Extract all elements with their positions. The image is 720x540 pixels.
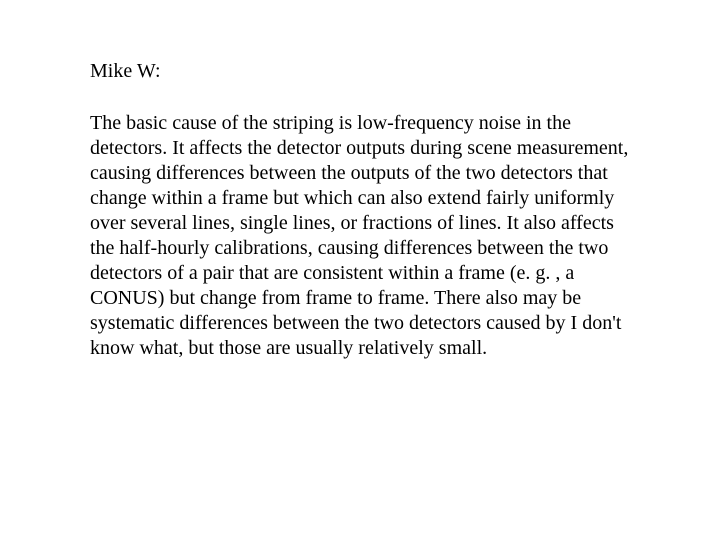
body-paragraph: The basic cause of the striping is low-f…	[90, 111, 630, 361]
greeting-line: Mike W:	[90, 60, 630, 83]
